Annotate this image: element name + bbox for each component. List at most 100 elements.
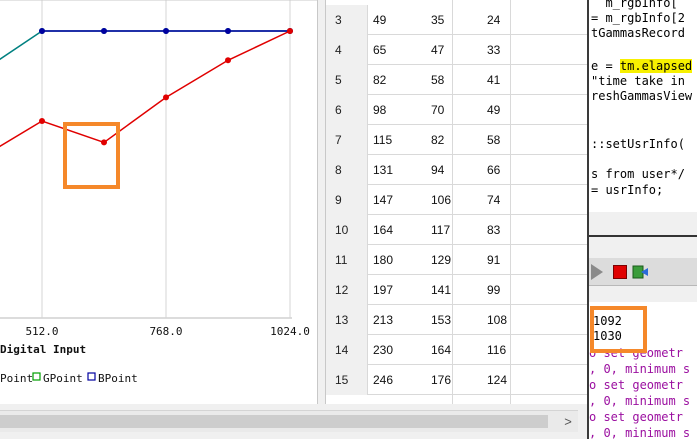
code-line: = usrInfo;: [591, 183, 664, 197]
table-row[interactable]: 11 180 129 91: [326, 245, 587, 275]
cell-r[interactable]: 213: [373, 313, 394, 327]
cell-g[interactable]: 94: [431, 163, 445, 177]
output-warning: , 0, minimum s: [589, 394, 691, 408]
cell-r[interactable]: 115: [373, 133, 393, 147]
cell-b[interactable]: 108: [487, 313, 508, 327]
horizontal-scrollbar[interactable]: >: [0, 410, 578, 432]
data-point: [39, 118, 45, 125]
chart-grid: [0, 0, 318, 319]
row-number[interactable]: 9: [326, 185, 368, 215]
highlighted-token: tm.elapsed: [619, 59, 693, 73]
data-point: [225, 28, 231, 34]
cell-r[interactable]: 65: [373, 43, 387, 57]
row-number[interactable]: 14: [326, 335, 368, 365]
cell-r[interactable]: 82: [373, 73, 387, 87]
row-number[interactable]: 8: [326, 155, 368, 185]
run-to-icon[interactable]: [631, 263, 649, 281]
cell-g[interactable]: 153: [431, 313, 452, 327]
data-point: [39, 28, 45, 34]
row-number[interactable]: 13: [326, 305, 368, 335]
data-point: [101, 139, 107, 146]
legend-swatch: [32, 372, 41, 381]
cell-g[interactable]: 106: [431, 193, 452, 207]
cell-b[interactable]: 74: [487, 193, 501, 207]
table-row[interactable]: 9 147 106 74: [326, 185, 587, 215]
cell-g[interactable]: 176: [431, 373, 452, 387]
cell-r[interactable]: 246: [373, 373, 394, 387]
cell-g[interactable]: 70: [431, 103, 445, 117]
table-row[interactable]: 13 213 153 108: [326, 305, 587, 335]
scrollbar-thumb[interactable]: [0, 415, 548, 428]
splitter[interactable]: [318, 0, 325, 404]
cell-r[interactable]: 197: [373, 283, 394, 297]
cell-b[interactable]: 83: [487, 223, 501, 237]
cell-r[interactable]: 164: [373, 223, 394, 237]
table-row[interactable]: 3 49 35 24: [326, 5, 587, 35]
row-number[interactable]: 5: [326, 65, 368, 95]
table-row[interactable]: 4 65 47 33: [326, 35, 587, 65]
cell-b[interactable]: 24: [487, 13, 501, 27]
debug-toolbar: [589, 258, 697, 286]
row-number[interactable]: 10: [326, 215, 368, 245]
cell-g[interactable]: 82: [431, 133, 445, 147]
code-editor[interactable]: m_rgbInfo[= m_rgbInfo[2 tGammasRecord e = …: [589, 0, 697, 212]
row-number[interactable]: 7: [326, 125, 368, 155]
row-number[interactable]: 12: [326, 275, 368, 305]
cell-b[interactable]: 33: [487, 43, 501, 57]
legend-label: BPoint: [98, 372, 138, 385]
table-row[interactable]: 14 230 164 116: [326, 335, 587, 365]
cell-b[interactable]: 116: [487, 343, 507, 357]
cell-g[interactable]: 35: [431, 13, 445, 27]
cell-r[interactable]: 230: [373, 343, 394, 357]
stop-icon[interactable]: [613, 265, 627, 279]
cell-b[interactable]: 124: [487, 373, 508, 387]
table-row[interactable]: 15 246 176 124: [326, 365, 587, 395]
cell-b[interactable]: 91: [487, 253, 501, 267]
code-line: s from user*/: [591, 167, 685, 181]
cell-g[interactable]: 164: [431, 343, 452, 357]
table-row[interactable]: 8 131 94 66: [326, 155, 587, 185]
cell-r[interactable]: 131: [373, 163, 394, 177]
cell-r[interactable]: 147: [373, 193, 394, 207]
cell-g[interactable]: 141: [431, 283, 452, 297]
table-row[interactable]: 5 82 58 41: [326, 65, 587, 95]
x-tick-label: 1024.0: [270, 325, 310, 338]
column-divider: [510, 0, 511, 404]
run-icon[interactable]: [591, 264, 603, 280]
code-line: ::setUsrInfo(: [591, 137, 685, 151]
cell-g[interactable]: 47: [431, 43, 445, 57]
row-number[interactable]: 11: [326, 245, 368, 275]
data-point: [287, 28, 293, 34]
row-number[interactable]: 15: [326, 365, 368, 395]
row-number[interactable]: 4: [326, 35, 368, 65]
cell-g[interactable]: 117: [431, 223, 451, 237]
cell-b[interactable]: 58: [487, 133, 501, 147]
cell-b[interactable]: 66: [487, 163, 501, 177]
cell-r[interactable]: 98: [373, 103, 387, 117]
cell-g[interactable]: 129: [431, 253, 452, 267]
cell-g[interactable]: 58: [431, 73, 445, 87]
editor-bottom-border: [589, 235, 697, 237]
legend-label: GPoint: [43, 372, 83, 385]
data-point: [163, 28, 169, 34]
code-line: m_rgbInfo[: [591, 0, 678, 10]
scroll-right-arrow[interactable]: >: [564, 414, 572, 429]
chart-legend: Point GPoint BPoint: [0, 372, 138, 385]
cell-r[interactable]: 180: [373, 253, 394, 267]
table-row[interactable]: 12 197 141 99: [326, 275, 587, 305]
cell-b[interactable]: 41: [487, 73, 501, 87]
row-number[interactable]: 3: [326, 5, 368, 35]
cell-r[interactable]: 49: [373, 13, 387, 27]
cell-b[interactable]: 99: [487, 283, 501, 297]
code-line: e = tm.elapsed: [591, 59, 693, 73]
table-row[interactable]: 10 164 117 83: [326, 215, 587, 245]
cell-b[interactable]: 49: [487, 103, 501, 117]
output-warning: o set geometr: [589, 410, 683, 424]
code-line: = m_rgbInfo[2: [591, 11, 685, 25]
x-tick-label: 512.0: [25, 325, 58, 338]
table-row[interactable]: 7 115 82 58: [326, 125, 587, 155]
table-row[interactable]: 6 98 70 49: [326, 95, 587, 125]
output-value: 1092: [593, 314, 622, 328]
code-line: tGammasRecord: [591, 26, 685, 40]
row-number[interactable]: 6: [326, 95, 368, 125]
